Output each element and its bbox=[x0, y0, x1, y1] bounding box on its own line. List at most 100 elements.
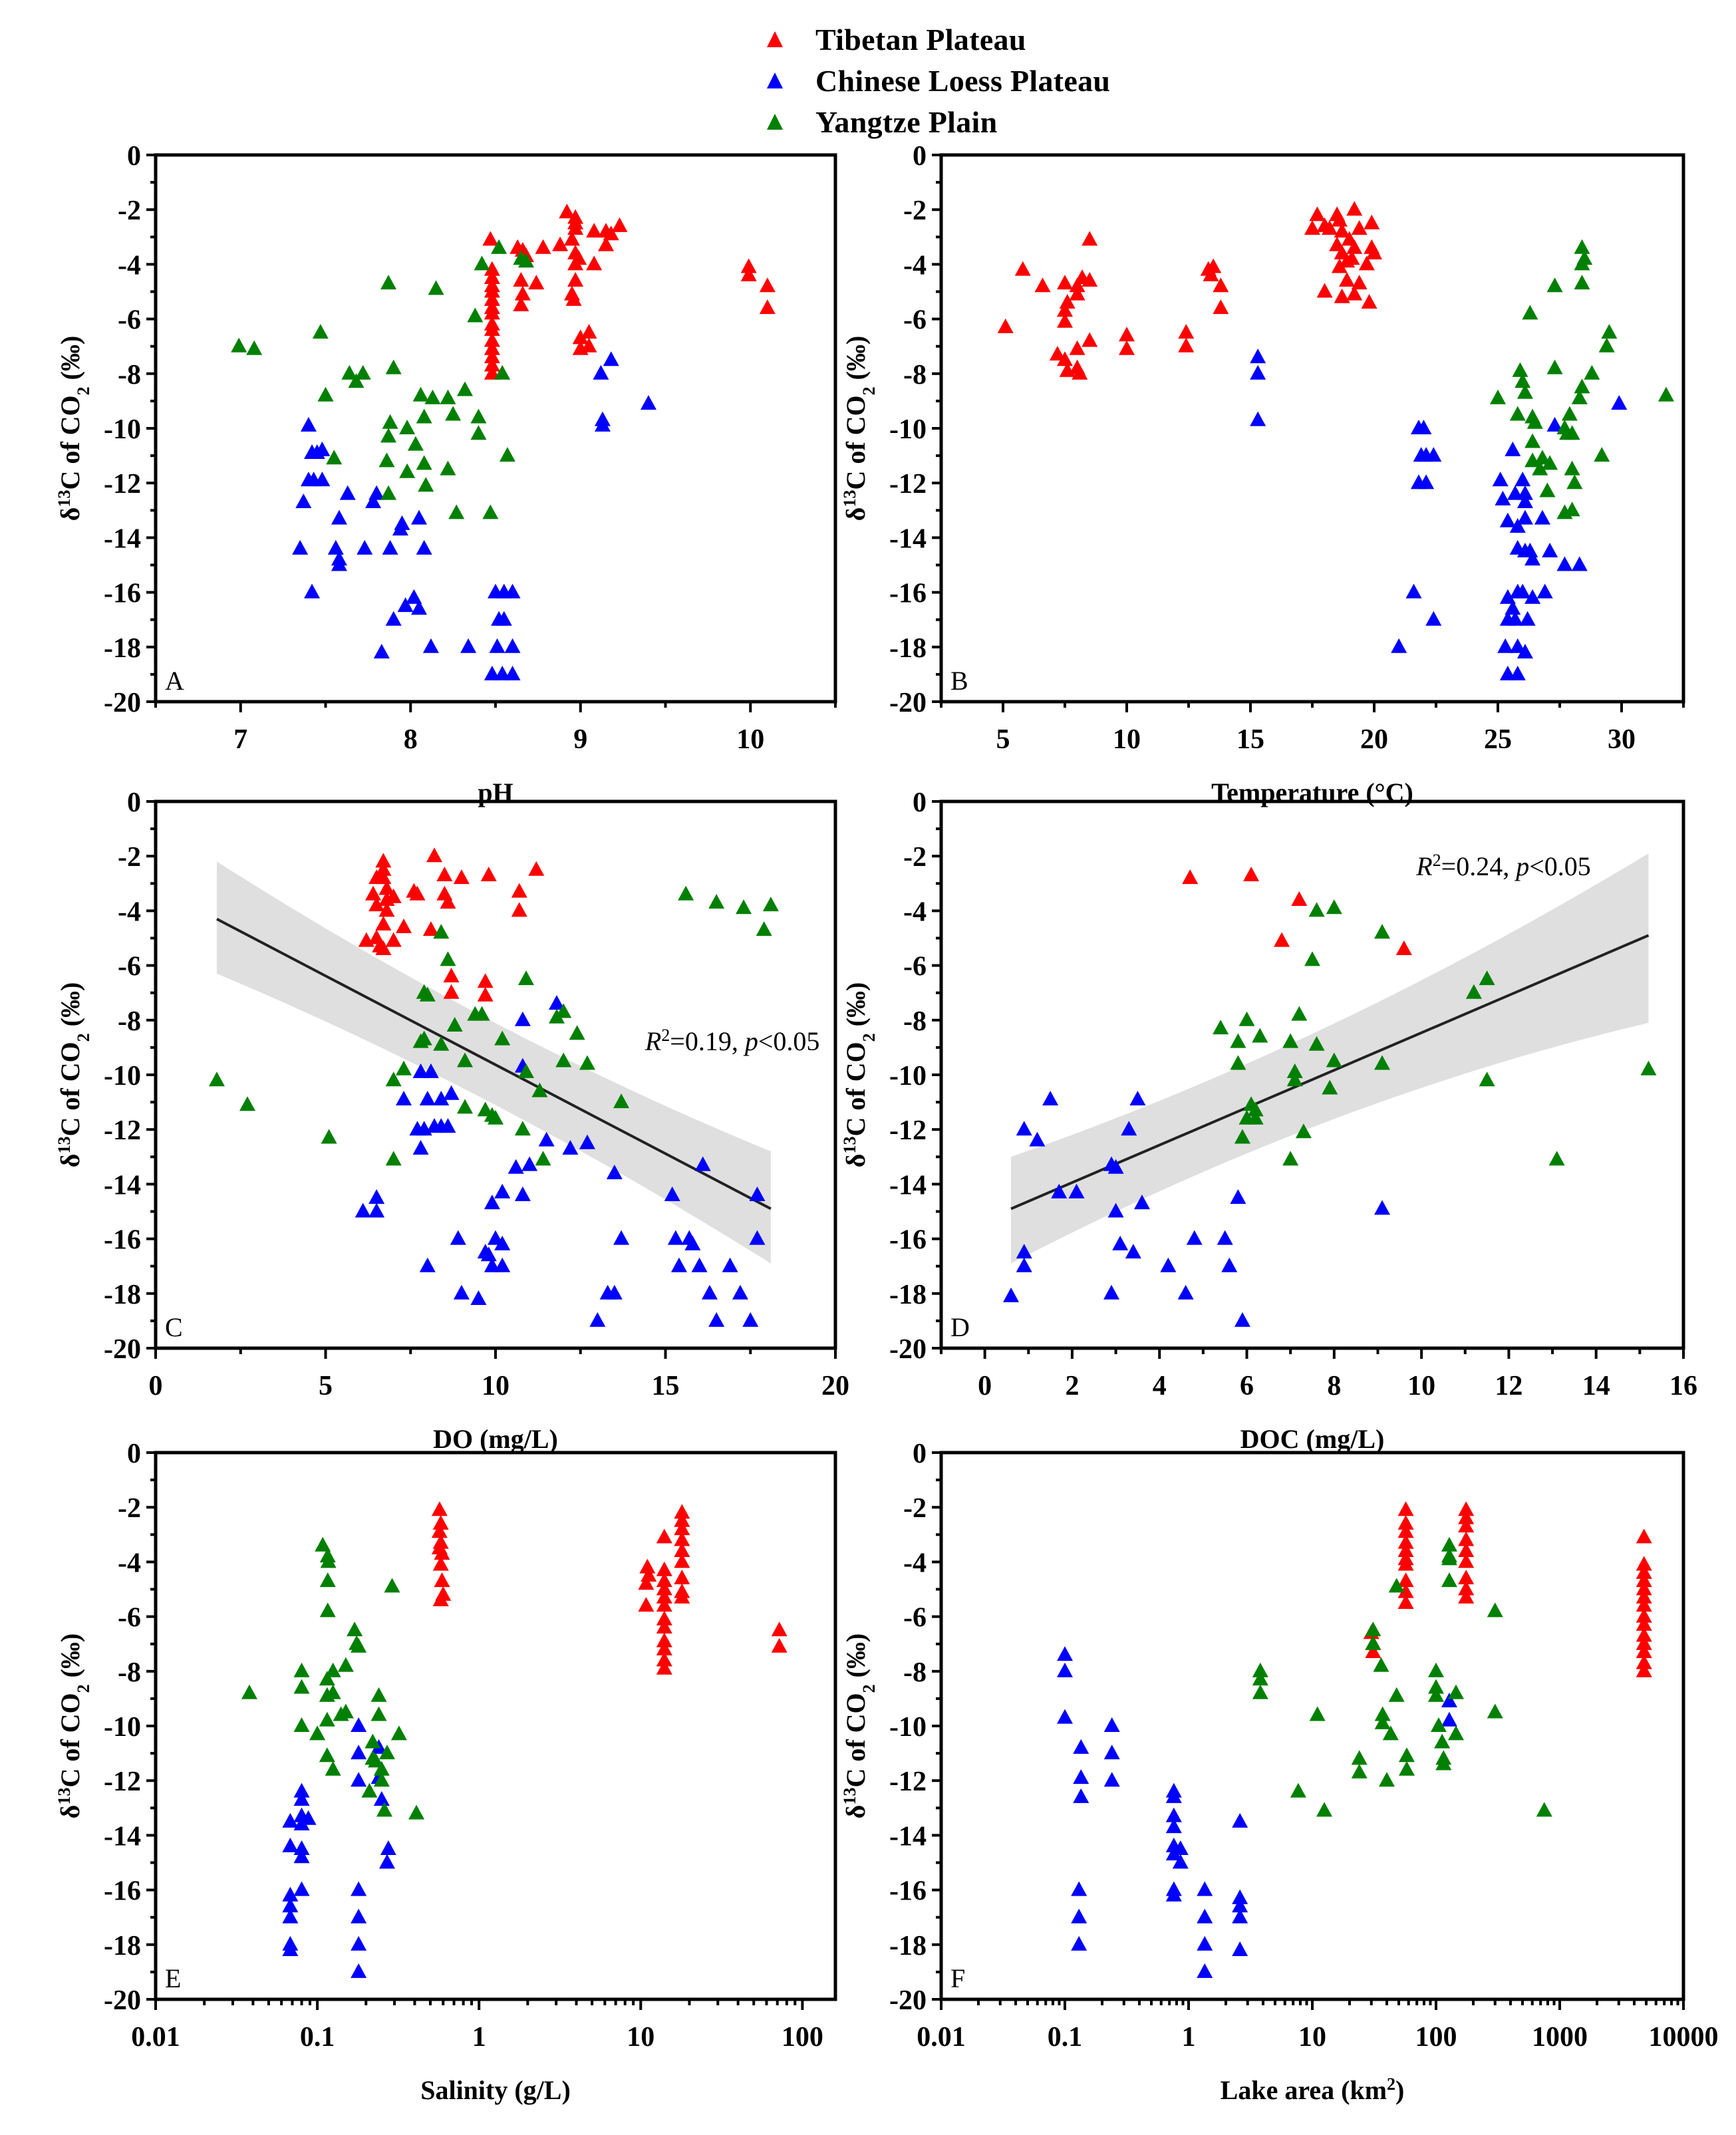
y-tick-label: -16 bbox=[104, 1225, 141, 1256]
data-point bbox=[422, 1063, 439, 1078]
x-tick-label: 0.1 bbox=[300, 2022, 335, 2053]
data-point bbox=[1636, 1662, 1652, 1677]
data-point bbox=[1574, 275, 1590, 290]
data-point bbox=[416, 1030, 432, 1046]
y-tick-label: 0 bbox=[913, 141, 927, 172]
data-point bbox=[567, 255, 584, 271]
data-point bbox=[412, 386, 429, 402]
data-point bbox=[440, 894, 456, 909]
data-point bbox=[460, 638, 477, 653]
data-point bbox=[701, 1284, 718, 1300]
y-tick-label: -16 bbox=[889, 1225, 927, 1256]
data-point bbox=[325, 1684, 341, 1699]
data-point bbox=[1458, 1531, 1475, 1546]
data-point bbox=[241, 1684, 257, 1699]
y-tick-label: -20 bbox=[104, 1334, 141, 1365]
data-point bbox=[548, 995, 565, 1010]
data-point bbox=[517, 970, 534, 986]
data-point bbox=[480, 1246, 497, 1262]
data-point bbox=[1636, 1627, 1652, 1642]
y-tick-label: -10 bbox=[104, 1712, 141, 1743]
data-point bbox=[293, 1662, 310, 1677]
data-point bbox=[517, 253, 534, 268]
data-point bbox=[1346, 239, 1363, 254]
data-point bbox=[1238, 1011, 1255, 1026]
data-point bbox=[1234, 1129, 1250, 1144]
data-point bbox=[1556, 556, 1573, 571]
y-tick-label: -6 bbox=[903, 305, 927, 336]
data-point bbox=[1566, 474, 1583, 490]
data-point bbox=[1509, 638, 1526, 653]
data-point bbox=[538, 1131, 555, 1147]
data-point bbox=[392, 521, 408, 536]
data-point bbox=[484, 261, 500, 276]
data-point bbox=[1397, 1594, 1414, 1610]
data-point bbox=[1517, 644, 1533, 659]
series-chinese-loess-plateau bbox=[282, 1717, 396, 1978]
data-point bbox=[1515, 373, 1531, 388]
data-point bbox=[674, 1588, 690, 1604]
data-point bbox=[1405, 583, 1422, 599]
y-tick-label: -18 bbox=[104, 633, 141, 664]
data-point bbox=[1490, 389, 1506, 404]
data-point bbox=[997, 318, 1014, 333]
data-point bbox=[446, 1017, 463, 1032]
data-point bbox=[409, 885, 426, 901]
data-point bbox=[1217, 1230, 1233, 1245]
series-yangtze-plain bbox=[241, 1536, 425, 1820]
data-point bbox=[1418, 474, 1435, 490]
data-point bbox=[1435, 1755, 1452, 1771]
y-tick-label: 0 bbox=[127, 141, 141, 172]
x-tick-label: 2 bbox=[1065, 1371, 1079, 1401]
x-tick-label: 20 bbox=[821, 1371, 849, 1401]
series-yangtze-plain bbox=[208, 885, 779, 1166]
data-point bbox=[385, 1071, 402, 1087]
x-tick-label: 4 bbox=[1153, 1371, 1167, 1401]
data-point bbox=[1564, 460, 1580, 476]
x-tick-label: 15 bbox=[1236, 724, 1264, 755]
data-point bbox=[375, 853, 392, 868]
series-yangtze-plain bbox=[1252, 1536, 1552, 1817]
data-point bbox=[422, 921, 439, 936]
data-point bbox=[674, 1570, 690, 1585]
data-point bbox=[1308, 1036, 1325, 1051]
data-point bbox=[1497, 638, 1514, 653]
data-point bbox=[1082, 272, 1098, 287]
panel-label: B bbox=[950, 666, 968, 696]
y-tick-label: -12 bbox=[889, 469, 927, 499]
data-point bbox=[771, 1637, 788, 1653]
data-point bbox=[282, 1898, 299, 1913]
data-point bbox=[1524, 589, 1541, 604]
data-point bbox=[337, 1657, 354, 1672]
data-point bbox=[1016, 1257, 1032, 1272]
data-point bbox=[434, 1545, 450, 1560]
panel-e: 0 -2 -4 -6 -8 -10 -12 -14 -16 -18 -20 0.01 0.1 1 10 100… bbox=[55, 1439, 837, 2105]
data-point bbox=[443, 1085, 460, 1100]
data-point bbox=[572, 329, 589, 345]
data-point bbox=[385, 611, 402, 626]
data-point bbox=[293, 1679, 310, 1694]
data-point bbox=[365, 493, 382, 508]
data-point bbox=[282, 1812, 299, 1828]
data-point bbox=[1334, 288, 1350, 303]
data-point bbox=[467, 307, 484, 323]
data-point bbox=[1636, 1564, 1652, 1579]
data-point bbox=[315, 1536, 331, 1552]
y-tick-label: -14 bbox=[104, 523, 141, 554]
data-point bbox=[494, 364, 511, 380]
x-tick-label: 30 bbox=[1608, 724, 1636, 755]
data-point bbox=[1374, 1706, 1391, 1721]
data-point bbox=[351, 1637, 367, 1653]
data-point bbox=[1430, 1717, 1447, 1732]
data-point bbox=[431, 1523, 448, 1538]
data-point bbox=[484, 340, 500, 355]
data-point bbox=[1397, 1534, 1414, 1549]
data-point bbox=[488, 1109, 504, 1125]
data-point bbox=[1165, 1886, 1182, 1902]
data-point bbox=[484, 321, 500, 337]
panel-label: F bbox=[950, 1963, 965, 1993]
data-point bbox=[368, 1753, 384, 1768]
data-point bbox=[1574, 378, 1590, 394]
